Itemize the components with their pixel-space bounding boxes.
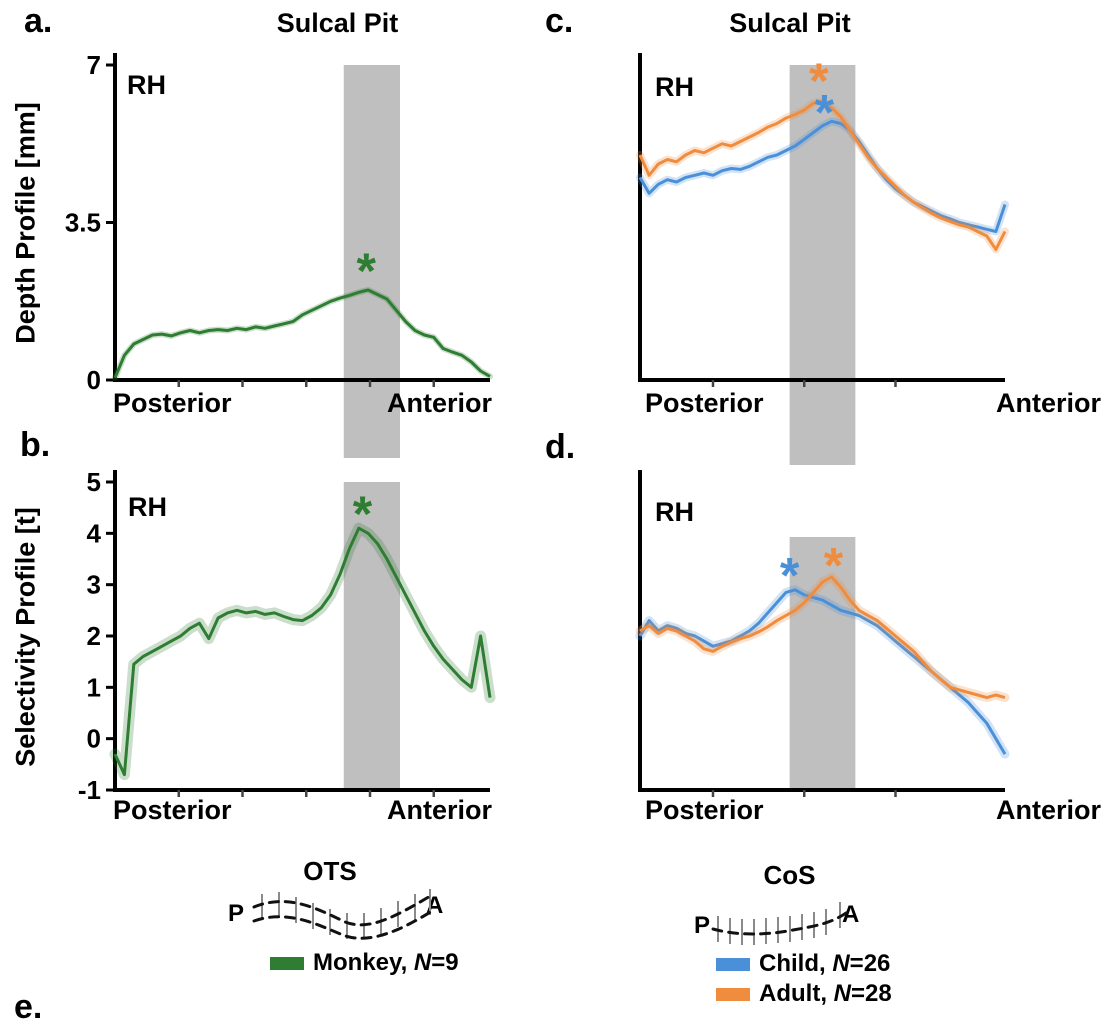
significance-marker-blue: * xyxy=(815,84,835,140)
panel-e-label: e. xyxy=(14,988,43,1026)
series-line-adult xyxy=(639,575,1006,700)
legend-child-label: Child, N=26 xyxy=(759,950,891,977)
significance-marker-blue: * xyxy=(780,548,800,604)
panel-a-anterior-label: Anterior xyxy=(386,388,492,418)
panel-a-label: a. xyxy=(24,2,53,40)
y-tick-label: 3.5 xyxy=(65,208,101,238)
legend-swatch-adult xyxy=(716,987,750,1001)
legend-monkey: Monkey, N=9 xyxy=(270,949,459,977)
legend-child: Child, N=26 xyxy=(716,950,890,978)
significance-marker-orange: * xyxy=(824,537,844,593)
sulcal-pit-band xyxy=(789,65,856,465)
panel-c-label: c. xyxy=(545,2,574,40)
chart-d-canvas: * * xyxy=(635,470,1010,797)
panel-d-anterior-label: Anterior xyxy=(995,795,1101,825)
y-tick-label: 4 xyxy=(87,518,102,548)
significance-marker-green: * xyxy=(357,243,377,299)
series-error-band-monkey xyxy=(112,287,493,381)
legend-adult-label: Adult, N=28 xyxy=(759,980,892,1007)
panel-b: -1 0 1 2 3 4 5 * b. RH Selectivity Profile [t] … xyxy=(0,420,555,860)
panel-b-hemisphere-label: RH xyxy=(128,492,167,522)
panel-d-posterior-label: Posterior xyxy=(645,795,764,825)
y-tick-label: 0 xyxy=(87,365,101,395)
panel-d-hemisphere-label: RH xyxy=(655,497,694,527)
y-tick-label: 5 xyxy=(87,467,101,497)
panel-d: * * d. RH Posterior Anterior xyxy=(540,420,1111,860)
panel-b-anterior-label: Anterior xyxy=(386,795,492,825)
panel-d-label: d. xyxy=(545,428,576,466)
significance-marker-orange: * xyxy=(809,53,829,109)
panel-c-posterior-label: Posterior xyxy=(645,388,764,418)
ots-schematic-drawing xyxy=(252,889,434,940)
legend-monkey-label: Monkey, N=9 xyxy=(313,949,459,976)
panel-c-title: Sulcal Pit xyxy=(729,8,851,38)
chart-b-canvas: -1 0 1 2 3 4 5 * xyxy=(78,467,496,805)
y-tick-label: 1 xyxy=(87,672,101,702)
cos-anterior-abbrev: A xyxy=(842,901,860,928)
cos-title: CoS xyxy=(763,860,816,890)
y-tick-label: -1 xyxy=(78,775,101,805)
legend-adult: Adult, N=28 xyxy=(716,980,892,1008)
y-tick-label: 0 xyxy=(87,724,101,754)
y-tick-label: 7 xyxy=(87,50,101,80)
legend-swatch-monkey xyxy=(270,956,304,970)
panel-b-y-axis-label: Selectivity Profile [t] xyxy=(10,507,41,767)
panel-a-posterior-label: Posterior xyxy=(113,388,232,418)
panel-b-posterior-label: Posterior xyxy=(113,795,232,825)
legend-swatch-child xyxy=(716,957,750,971)
panel-a-title: Sulcal Pit xyxy=(276,8,399,38)
significance-marker-green: * xyxy=(353,486,373,542)
ots-title: OTS xyxy=(303,856,357,886)
chart-c-canvas: ** xyxy=(636,53,1009,465)
ots-posterior-abbrev: P xyxy=(228,900,245,927)
cos-schematic-drawing xyxy=(711,902,852,945)
series-line-monkey xyxy=(113,526,492,777)
series-line-adult xyxy=(638,99,1007,251)
series-line-monkey xyxy=(113,288,491,379)
y-tick-label: 3 xyxy=(87,570,101,600)
sulcal-pit-band xyxy=(343,65,400,458)
y-tick-label: 2 xyxy=(87,621,101,651)
chart-a-canvas: 0 3.5 7 * xyxy=(65,50,493,458)
panel-b-label: b. xyxy=(20,426,51,464)
panel-a: 0 3.5 7 * a. Sulcal Pit RH Depth Profile [m… xyxy=(0,0,555,465)
panel-c: * * c. Sulcal Pit RH Posterior Anterior xyxy=(540,0,1111,465)
sulcal-pit-band xyxy=(789,537,856,790)
panel-c-hemisphere-label: RH xyxy=(655,72,694,102)
panel-a-y-axis-label: Depth Profile [mm] xyxy=(10,102,41,344)
panel-a-hemisphere-label: RH xyxy=(127,70,166,100)
series-error-band-monkey xyxy=(109,522,496,781)
sulcal-pit-band xyxy=(343,482,400,790)
panel-c-anterior-label: Anterior xyxy=(995,388,1101,418)
cos-posterior-abbrev: P xyxy=(694,912,711,939)
series-line-child xyxy=(638,119,1007,233)
